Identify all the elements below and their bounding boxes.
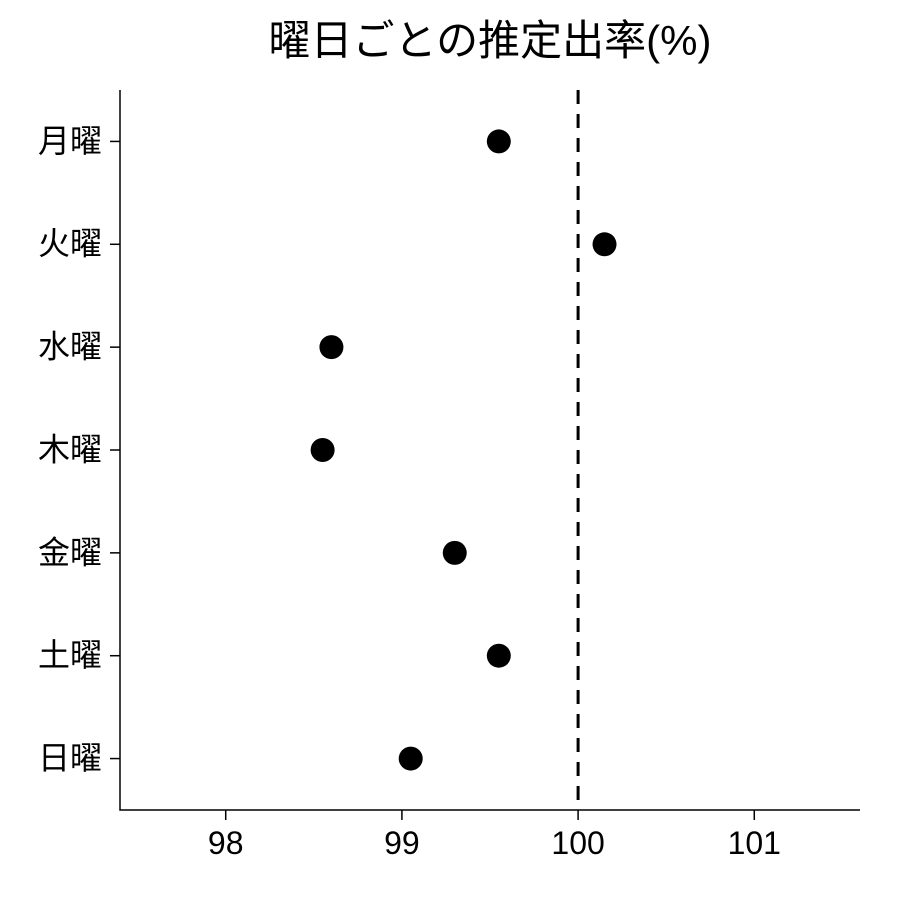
y-tick-label: 水曜 <box>38 329 102 365</box>
data-point <box>487 644 511 668</box>
y-tick-label: 日曜 <box>38 740 102 776</box>
chart-title: 曜日ごとの推定出率(%) <box>269 17 712 64</box>
data-point <box>399 747 423 771</box>
y-tick-label: 月曜 <box>38 123 102 159</box>
x-tick-label: 99 <box>384 825 420 861</box>
data-point <box>311 438 335 462</box>
x-tick-label: 101 <box>728 825 781 861</box>
data-point <box>443 541 467 565</box>
chart-container: 曜日ごとの推定出率(%) 98 99 100 101 月曜火曜水曜木曜金曜土曜日曜 <box>0 0 900 900</box>
x-tick-label: 100 <box>551 825 604 861</box>
y-tick-label: 土曜 <box>38 637 102 673</box>
y-tick-label: 金曜 <box>38 534 102 570</box>
data-point <box>487 129 511 153</box>
x-tick-label: 98 <box>208 825 244 861</box>
y-tick-label: 火曜 <box>38 226 102 262</box>
y-tick-label: 木曜 <box>38 431 102 467</box>
axis-frame <box>120 90 860 810</box>
data-point <box>593 232 617 256</box>
data-point <box>319 335 343 359</box>
dot-chart: 曜日ごとの推定出率(%) 98 99 100 101 月曜火曜水曜木曜金曜土曜日曜 <box>0 0 900 900</box>
